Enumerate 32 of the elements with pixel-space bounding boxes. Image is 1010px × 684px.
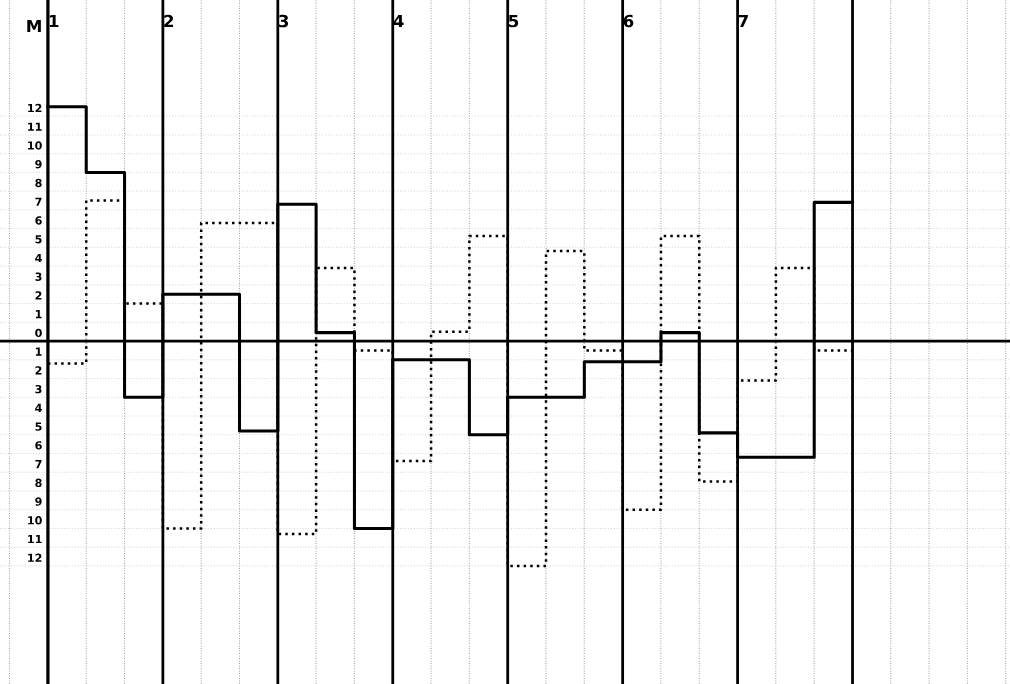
y-tick-label: 10 bbox=[28, 141, 42, 150]
x-tick-label: 3 bbox=[278, 14, 289, 28]
y-tick-label: 2 bbox=[35, 291, 42, 300]
y-tick-label: 0 bbox=[35, 328, 42, 338]
y-tick-label: 4 bbox=[35, 403, 42, 412]
x-tick-label: 1 bbox=[49, 14, 59, 28]
y-tick-label: 1 bbox=[35, 310, 42, 319]
y-tick-label: 10 bbox=[28, 516, 42, 525]
y-tick-label: 2 bbox=[35, 366, 42, 375]
y-tick-label: 9 bbox=[35, 160, 42, 169]
y-tick-label: 7 bbox=[35, 197, 42, 206]
y-tick-label: 5 bbox=[35, 235, 42, 244]
x-tick-label: 2 bbox=[164, 14, 174, 28]
y-tick-label: 3 bbox=[35, 384, 42, 394]
x-tick-label: 4 bbox=[393, 14, 404, 28]
y-tick-label: 9 bbox=[35, 497, 42, 506]
y-tick-label: 12 bbox=[28, 553, 42, 562]
y-tick-label: 6 bbox=[35, 216, 42, 225]
y-tick-label: 1 bbox=[35, 347, 42, 356]
y-axis-title: M bbox=[27, 19, 41, 33]
x-tick-label: 5 bbox=[508, 14, 519, 28]
y-tick-label: 12 bbox=[28, 103, 42, 113]
y-tick-label: 7 bbox=[35, 460, 42, 469]
y-tick-label: 8 bbox=[35, 178, 42, 188]
y-tick-label: 6 bbox=[35, 441, 42, 450]
y-tick-label: 8 bbox=[35, 478, 42, 488]
y-tick-label: 3 bbox=[35, 272, 42, 281]
y-tick-label: 11 bbox=[28, 534, 42, 544]
x-tick-label: 6 bbox=[623, 14, 634, 28]
y-tick-label: 5 bbox=[35, 422, 42, 431]
y-tick-label: 4 bbox=[35, 253, 42, 262]
y-tick-label: 11 bbox=[28, 122, 42, 131]
